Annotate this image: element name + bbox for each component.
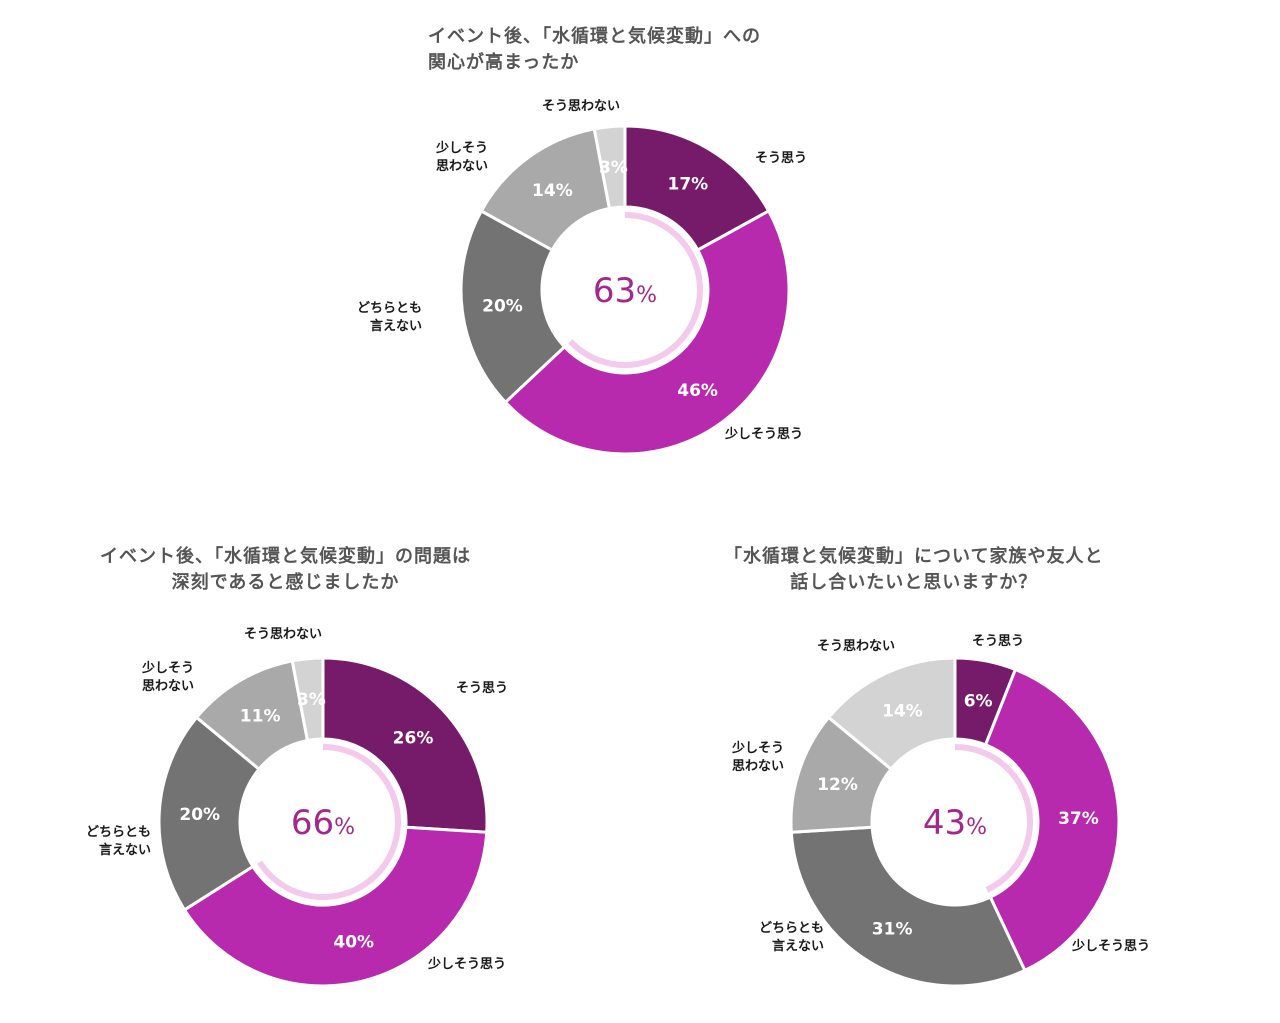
slice-value-label: 20% xyxy=(482,296,523,316)
center-percentage: 66% xyxy=(291,803,355,843)
slice-value-label: 20% xyxy=(179,805,220,825)
center-percentage: 63% xyxy=(593,271,657,311)
category-label: どちらとも言えない xyxy=(86,825,151,858)
slice-value-label: 37% xyxy=(1058,809,1099,829)
category-label: そう思わない xyxy=(244,627,322,642)
slice-strongly-agree xyxy=(321,656,489,834)
slice-value-label: 3% xyxy=(599,158,628,178)
chart-title: イベント後、「水循環と気候変動」への 関心が高まったか xyxy=(428,26,761,73)
category-label: そう思わない xyxy=(542,99,620,114)
slice-somewhat-agree xyxy=(983,667,1121,973)
slice-value-label: 46% xyxy=(677,381,718,401)
category-label: どちらとも言えない xyxy=(759,921,824,954)
slice-value-label: 6% xyxy=(964,692,993,712)
category-label: 少しそう思う xyxy=(724,426,803,442)
donut-chart-discussion: 「水循環と気候変動」について家族や友人と 話し合いたいと思いますか？ 6% 37%… xyxy=(700,540,1240,1000)
category-label: 少しそう思わない xyxy=(435,140,488,174)
category-label: 少しそう思わない xyxy=(141,660,194,694)
slice-neutral xyxy=(157,715,262,912)
category-label: そう思わない xyxy=(817,639,895,654)
slice-value-label: 26% xyxy=(393,728,434,748)
agree-share-arc xyxy=(568,212,703,368)
chart-title: 「水循環と気候変動」について家族や友人と 話し合いたいと思いますか？ xyxy=(724,546,1104,593)
slice-strongly-disagree xyxy=(826,656,957,772)
slice-value-label: 3% xyxy=(297,690,326,710)
category-label: 少しそう思わない xyxy=(731,740,784,774)
slice-value-label: 31% xyxy=(872,919,913,939)
donut-chart-seriousness: イベント後、「水循環と気候変動」の問題は 深刻であると感じましたか 26% 40%… xyxy=(50,540,590,1000)
category-label: どちらとも言えない xyxy=(357,301,422,334)
category-label: そう思う xyxy=(755,151,807,166)
slice-value-label: 40% xyxy=(333,933,374,953)
slice-value-label: 14% xyxy=(882,701,923,721)
slice-value-label: 11% xyxy=(240,707,281,727)
agree-share-arc xyxy=(954,744,1033,893)
slice-strongly-disagree xyxy=(592,124,627,211)
category-label: 少しそう思う xyxy=(427,956,506,972)
slice-somewhat-agree xyxy=(182,825,489,988)
category-label: 少しそう思う xyxy=(1071,938,1150,954)
slice-value-label: 17% xyxy=(668,175,709,195)
slice-strongly-agree xyxy=(623,124,771,253)
slice-somewhat-agree xyxy=(503,208,791,456)
category-label: そう思う xyxy=(972,634,1024,649)
category-label: そう思う xyxy=(456,681,508,696)
slice-neutral xyxy=(789,825,1027,988)
chart-title: イベント後、「水循環と気候変動」の問題は 深刻であると感じましたか xyxy=(100,546,471,593)
slice-value-label: 12% xyxy=(817,775,858,795)
slice-neutral xyxy=(459,208,567,405)
donut-chart-interest: イベント後、「水循環と気候変動」への 関心が高まったか 17% 46% 20% 14%… xyxy=(330,20,890,470)
center-percentage: 43% xyxy=(923,803,987,843)
slice-strongly-disagree xyxy=(290,656,325,743)
agree-share-arc xyxy=(257,744,401,900)
slice-value-label: 14% xyxy=(532,181,573,201)
